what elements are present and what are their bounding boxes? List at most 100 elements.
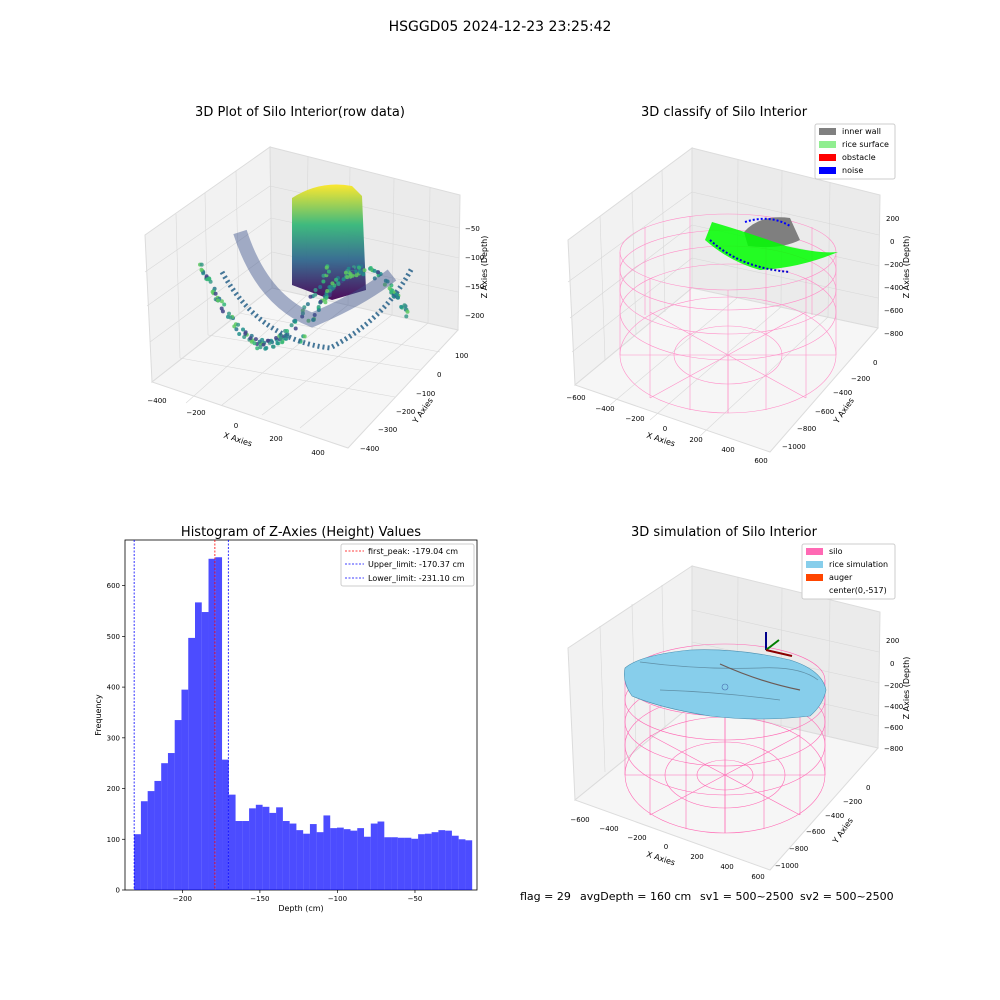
histogram-bar: [154, 780, 162, 890]
raw-3d-point: [316, 308, 321, 312]
histogram-xtick-label: −100: [328, 895, 347, 903]
simulation-3d-surface: [624, 649, 827, 720]
raw-3d-zlabel: Z Axies (Depth): [480, 236, 489, 299]
raw-3d-point: [359, 270, 363, 275]
svg-text:−400: −400: [884, 284, 903, 292]
classify-noise-points-upper: [744, 217, 791, 227]
svg-text:−800: −800: [884, 745, 903, 753]
simulation-3d-xticks: −600 −400 −200 0 200 400 600: [570, 816, 764, 881]
raw-3d-point: [323, 300, 328, 305]
raw-3d-point: [302, 305, 307, 310]
raw-3d-point: [354, 273, 359, 278]
histogram-bar: [188, 637, 195, 890]
raw-3d-point: [308, 294, 313, 299]
svg-text:400: 400: [720, 863, 733, 871]
svg-text:−200: −200: [625, 415, 644, 423]
histogram-ytick-label: 600: [107, 582, 120, 590]
svg-text:−200: −200: [843, 798, 862, 806]
svg-text:−600: −600: [570, 816, 589, 824]
raw-3d-upper-cloud: [292, 184, 366, 300]
raw-3d-lower-band: [233, 229, 397, 328]
raw-3d-point: [306, 318, 311, 323]
svg-text:−200: −200: [851, 375, 870, 383]
simulation-3d-orientation-axes: [765, 632, 793, 657]
histogram-bar: [269, 812, 277, 890]
raw-3d-ztick: −100: [465, 254, 484, 262]
histogram-xticks: −200 −150 −100 −50: [173, 890, 423, 903]
histogram-legend: first_peak: -179.04 cm Upper_limit: -170…: [340, 543, 475, 587]
raw-3d-point: [278, 336, 283, 341]
panel-simulation-3d: 3D simulation of Silo Interior: [567, 525, 911, 881]
histogram-bar: [404, 837, 412, 890]
svg-text:200: 200: [886, 215, 899, 223]
classify-3d-title: 3D classify of Silo Interior: [641, 105, 808, 120]
histogram-bar: [262, 806, 270, 890]
classify-noise-points: [709, 239, 791, 273]
figure-suptitle: HSGGD05 2024-12-23 23:25:42: [389, 19, 612, 35]
svg-text:−200: −200: [627, 834, 646, 842]
center-marker: [721, 683, 729, 691]
raw-3d-outer-ring: [219, 266, 415, 351]
raw-3d-scatter-dots: [198, 262, 410, 351]
svg-text:−1000: −1000: [782, 443, 806, 451]
svg-text:200: 200: [689, 436, 702, 444]
legend-label: center(0,-517): [829, 586, 887, 595]
footer-flag: flag = 29: [520, 890, 571, 903]
raw-3d-ytick: −300: [378, 426, 397, 434]
histogram-bar: [167, 753, 175, 890]
panel-classify-3d: 3D classify of Silo Interior: [566, 105, 911, 465]
histogram-bar: [134, 834, 141, 890]
raw-3d-ztick: −50: [465, 225, 480, 233]
raw-3d-point: [311, 317, 316, 322]
simulation-3d-zticks: 200 0 −200 −400 −600 −800: [884, 637, 903, 753]
svg-text:−1000: −1000: [775, 862, 799, 870]
histogram-bar: [161, 763, 168, 890]
legend-label: obstacle: [842, 153, 876, 162]
histogram-reference-lines: [133, 540, 229, 890]
svg-text:−400: −400: [825, 812, 844, 820]
raw-3d-point: [368, 266, 373, 270]
raw-3d-point: [362, 268, 367, 273]
raw-3d-point: [257, 339, 262, 344]
histogram-bar: [424, 833, 432, 890]
histogram-bar: [418, 834, 425, 890]
legend-label: first_peak: -179.04 cm: [368, 547, 458, 556]
legend-swatch-rice-simulation: [806, 561, 823, 568]
raw-3d-point: [275, 341, 280, 346]
raw-3d-point: [285, 334, 290, 339]
legend-swatch-noise: [819, 167, 836, 174]
histogram-ytick-label: 0: [116, 887, 120, 895]
raw-3d-ytick: −400: [360, 445, 379, 453]
raw-3d-point: [325, 289, 330, 293]
raw-3d-title: 3D Plot of Silo Interior(row data): [195, 105, 405, 120]
histogram-bar: [147, 791, 155, 890]
histogram-bar: [445, 830, 452, 890]
histogram-bar: [431, 832, 439, 890]
histogram-bars: [134, 557, 473, 890]
raw-3d-point: [258, 345, 263, 350]
svg-text:−400: −400: [884, 703, 903, 711]
histogram-yticks: 0 100 200 300 400 500 600: [107, 582, 125, 895]
histogram-xtick-label: −50: [408, 895, 423, 903]
histogram-bar: [303, 833, 310, 890]
histogram-bar: [222, 759, 229, 890]
histogram-bar: [174, 720, 182, 890]
raw-3d-point: [372, 268, 377, 273]
raw-3d-ytick: 100: [455, 352, 468, 360]
axis-arrow-y: [765, 639, 780, 651]
classify-3d-ylabel: Y Axies: [831, 396, 856, 426]
simulation-3d-zlabel: Z Axies (Depth): [902, 657, 911, 720]
svg-text:0: 0: [866, 784, 870, 792]
histogram-bar: [451, 835, 459, 890]
raw-3d-point: [252, 341, 257, 346]
raw-3d-xtick: −400: [147, 397, 166, 405]
raw-3d-point: [404, 314, 409, 319]
histogram-bar: [249, 808, 256, 890]
classify-3d-points: [705, 217, 838, 273]
histogram-bar: [235, 821, 243, 890]
raw-3d-point: [318, 285, 323, 289]
classify-3d-xticks: −600 −400 −200 0 200 400 600: [566, 394, 767, 465]
classify-3d-zlabel: Z Axies (Depth): [902, 236, 911, 299]
classify-3d-xlabel: X Axies: [645, 431, 676, 449]
raw-3d-point: [248, 336, 253, 341]
